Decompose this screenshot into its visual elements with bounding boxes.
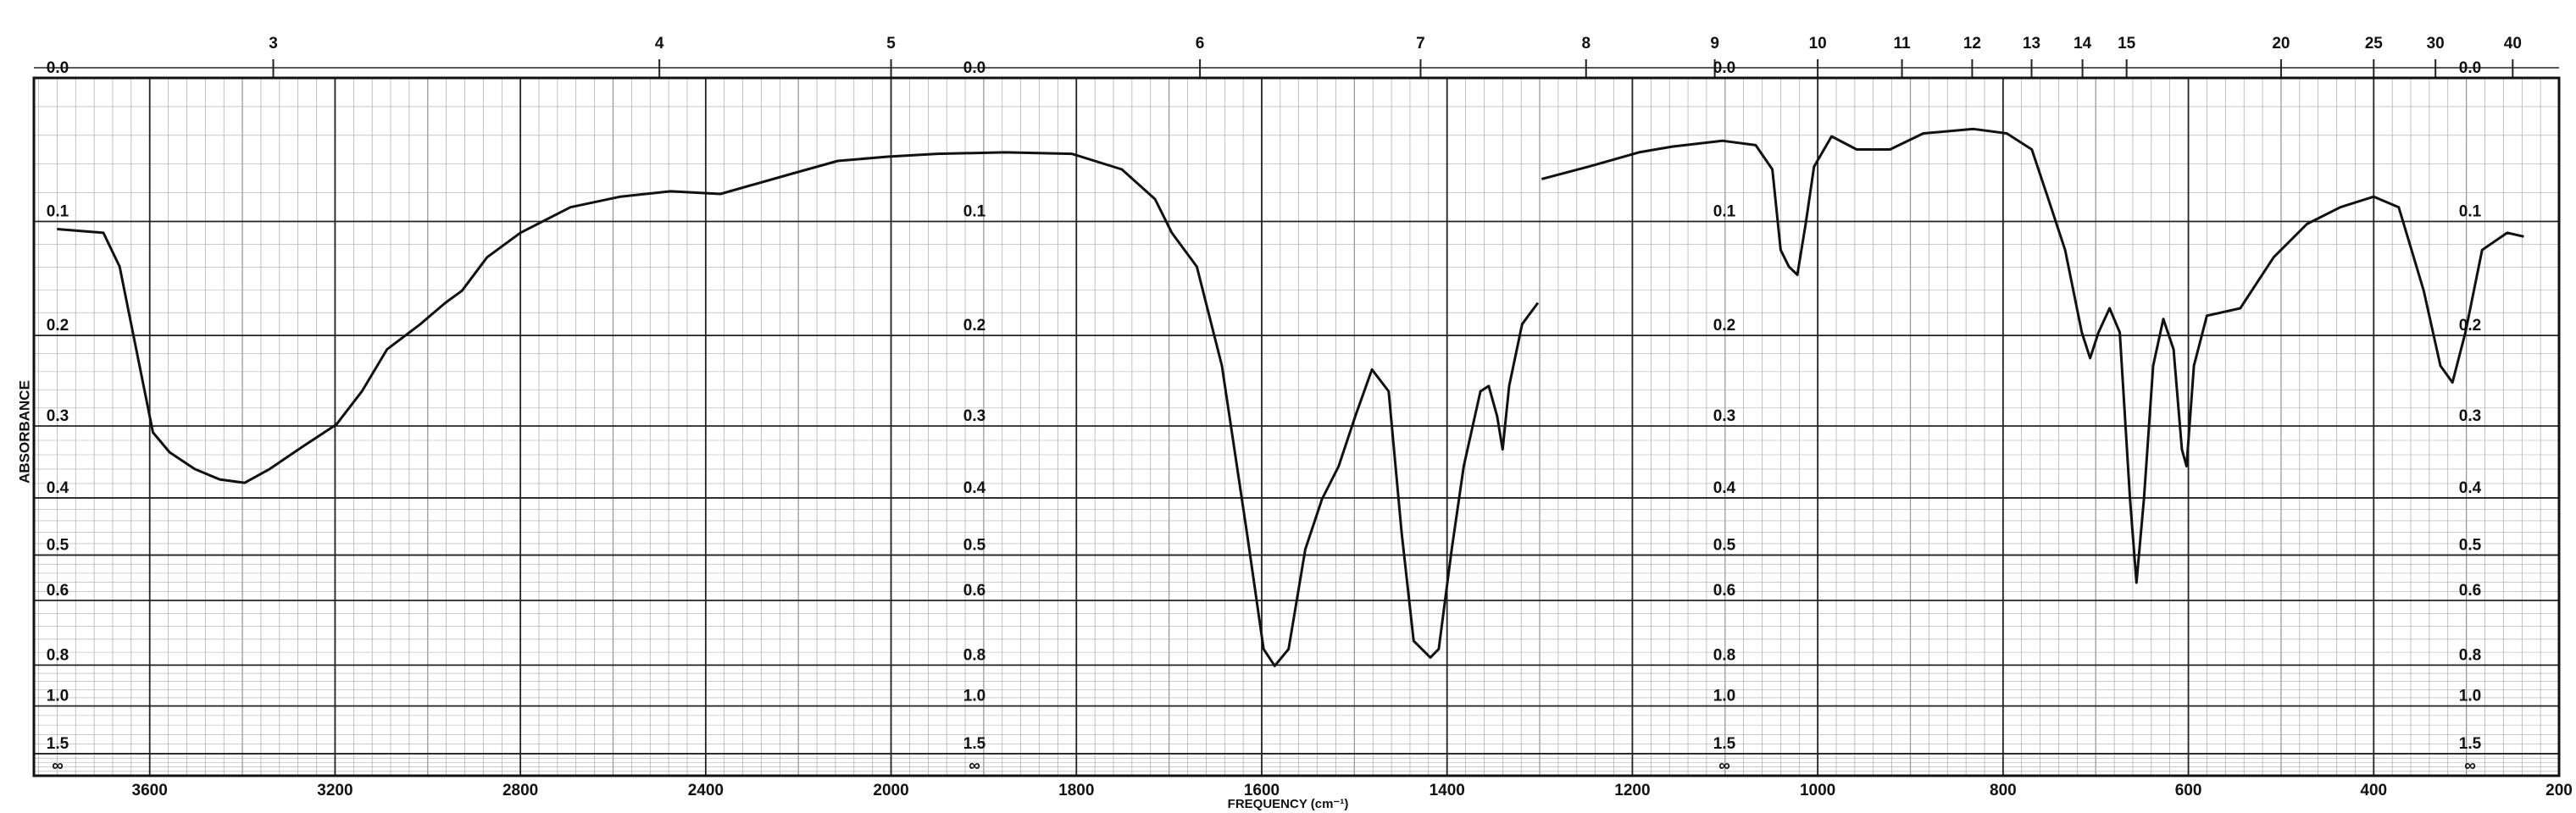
x-tick-label: 2000: [873, 782, 908, 799]
y-tick-label: 0.2: [2459, 317, 2481, 335]
x2-tick-label: 3: [269, 35, 278, 53]
y-tick-label: 0.6: [2459, 582, 2481, 600]
x2-tick-label: 14: [2074, 35, 2092, 53]
x-tick-label: 1000: [1800, 782, 1835, 799]
y-tick-label: 0.5: [1713, 536, 1736, 554]
y-tick-label: 0.2: [47, 317, 69, 335]
x2-tick-label: 25: [2365, 35, 2384, 53]
x2-tick-label: 8: [1581, 35, 1591, 53]
x2-tick-label: 15: [2118, 35, 2136, 53]
y-tick-label: 0.3: [1713, 407, 1735, 425]
y-axis-label: ABSORBANCE: [16, 380, 32, 484]
y-tick-label: 1.0: [47, 688, 69, 705]
x2-tick-label: 30: [2427, 35, 2445, 53]
x-tick-label: 3600: [132, 782, 168, 799]
y-tick-label: 0.8: [1713, 646, 1735, 664]
y-tick-label: 0.3: [2459, 407, 2481, 425]
x-tick-label: 600: [2175, 782, 2202, 799]
x-tick-label: 1800: [1058, 782, 1094, 799]
y-tick-label: 0.0: [1713, 59, 1735, 77]
y-tick-label: 0.4: [1713, 479, 1736, 497]
y-tick-label: ∞: [1718, 757, 1730, 775]
x-tick-label: 800: [1990, 782, 2017, 799]
y-tick-label: 1.5: [963, 735, 986, 753]
y-tick-label: 1.0: [2459, 688, 2481, 705]
y-tick-label: 0.3: [963, 407, 985, 425]
y-tick-label: 0.5: [47, 536, 69, 554]
y-tick-label: 0.6: [963, 582, 985, 600]
y-tick-label: 0.0: [47, 59, 69, 77]
x-tick-label: 2400: [688, 782, 724, 799]
spectrum-line: [57, 127, 2524, 667]
x2-tick-label: 6: [1196, 35, 1205, 53]
x2-tick-label: 10: [1809, 35, 1827, 53]
y-tick-label: 0.0: [963, 59, 985, 77]
x2-tick-label: 5: [886, 35, 896, 53]
x2-tick-label: 12: [1963, 35, 1981, 53]
y-tick-label: 0.1: [963, 202, 986, 220]
y-tick-label: 0.2: [963, 317, 985, 335]
x2-tick-label: 20: [2272, 35, 2290, 53]
y-tick-label: 1.5: [47, 735, 69, 753]
x2-tick-label: 11: [1894, 35, 1912, 53]
x-tick-label: 2800: [502, 782, 538, 799]
y-tick-label: 0.4: [47, 479, 69, 497]
y-tick-label: ∞: [52, 757, 64, 775]
x2-tick-label: 40: [2504, 35, 2522, 53]
x-tick-label: 1600: [1244, 782, 1280, 799]
y-tick-label: 0.8: [47, 646, 69, 664]
y-tick-label: 1.5: [1713, 735, 1736, 753]
y-tick-label: 0.6: [47, 582, 69, 600]
y-tick-label: 0.1: [2459, 202, 2482, 220]
x-tick-label: 1400: [1430, 782, 1465, 799]
y-tick-label: 0.8: [963, 646, 985, 664]
y-tick-label: ∞: [969, 757, 980, 775]
y-tick-label: ∞: [2464, 757, 2476, 775]
x-axis-label: FREQUENCY (cm⁻¹): [1228, 797, 1349, 811]
x2-tick-label: 4: [655, 35, 664, 53]
y-tick-label: 0.1: [47, 202, 69, 220]
x-tick-label: 1200: [1614, 782, 1650, 799]
y-tick-label: 0.0: [2459, 59, 2481, 77]
x2-tick-label: 13: [2023, 35, 2040, 53]
y-tick-label: 1.5: [2459, 735, 2482, 753]
y-tick-label: 0.6: [1713, 582, 1735, 600]
y-tick-label: 0.2: [1713, 317, 1735, 335]
y-tick-label: 1.0: [1713, 688, 1735, 705]
y-tick-label: 0.8: [2459, 646, 2481, 664]
x2-tick-label: 9: [1710, 35, 1719, 53]
plot-frame: [32, 76, 2561, 777]
y-tick-label: 1.0: [963, 688, 985, 705]
x-tick-label: 400: [2360, 782, 2387, 799]
y-tick-label: 0.5: [963, 536, 986, 554]
y-tick-label: 0.3: [47, 407, 69, 425]
y-tick-label: 0.1: [1713, 202, 1736, 220]
x-tick-label: 200: [2545, 782, 2573, 799]
x-tick-label: 3200: [317, 782, 353, 799]
y-tick-label: 0.4: [963, 479, 986, 497]
y-tick-label: 0.5: [2459, 536, 2482, 554]
x2-tick-label: 7: [1416, 35, 1425, 53]
y-tick-label: 0.4: [2459, 479, 2482, 497]
